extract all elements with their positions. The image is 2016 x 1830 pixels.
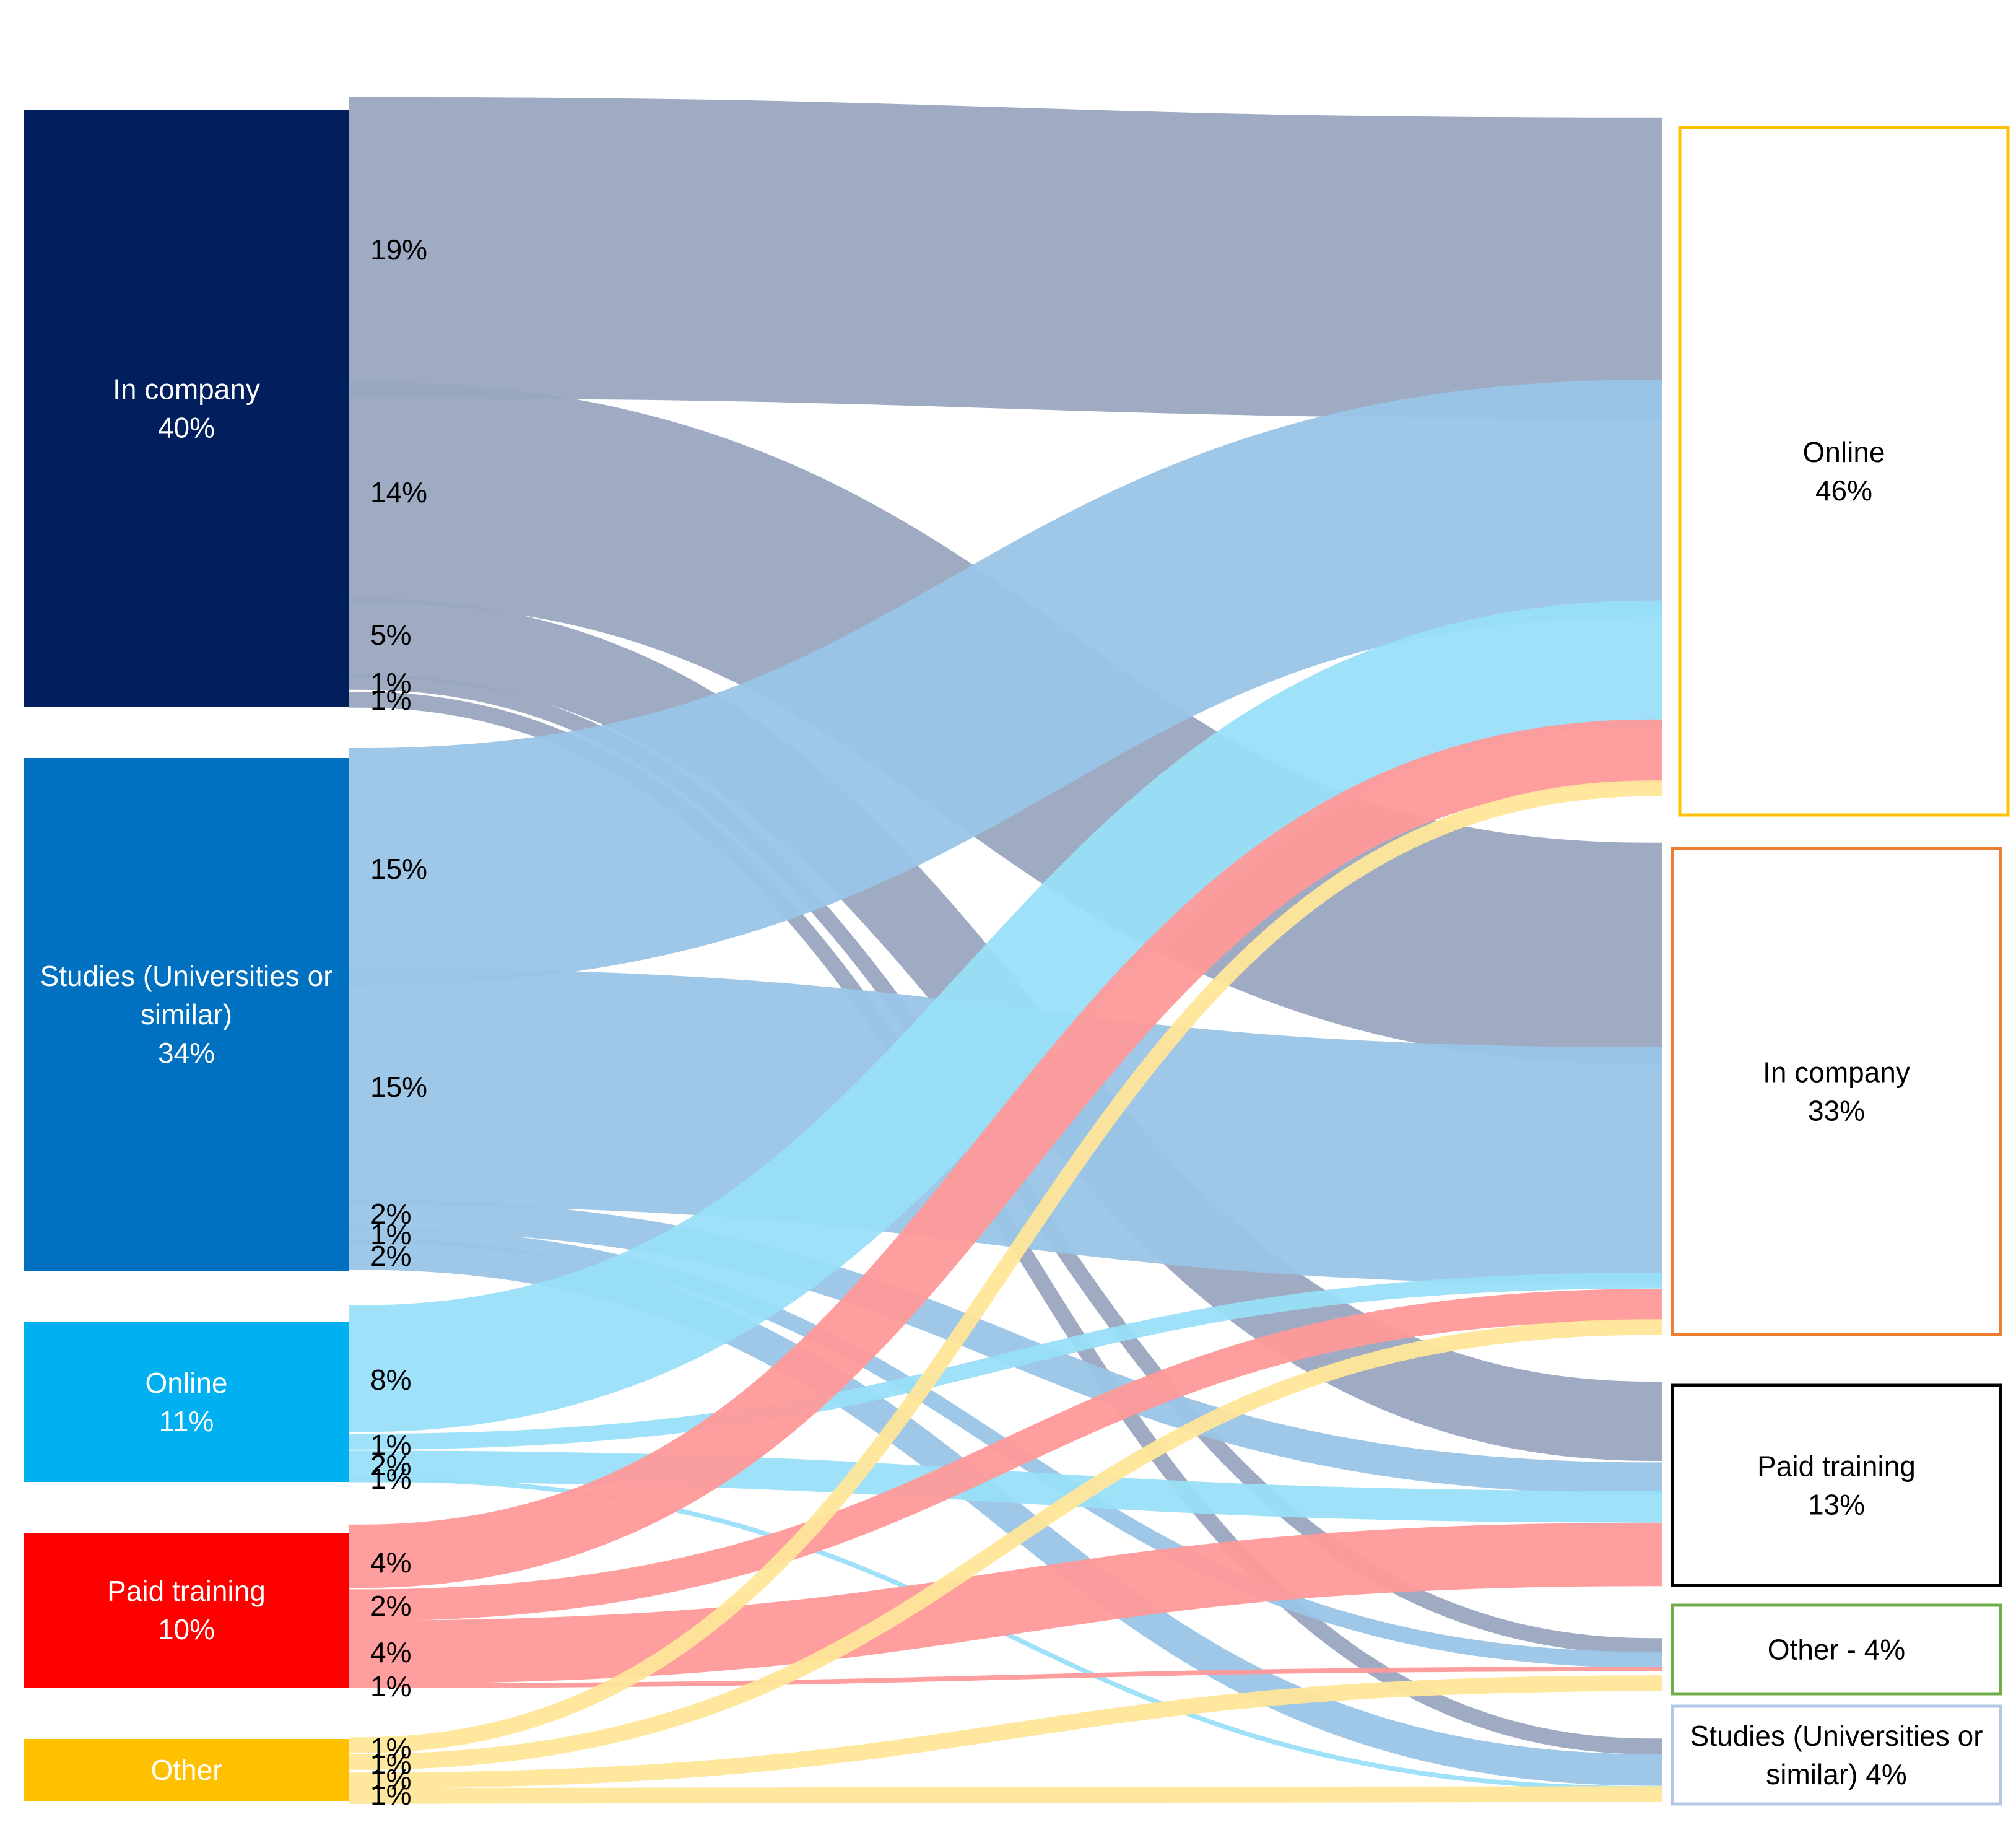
target-label-paid-training: Paid training bbox=[1757, 1450, 1916, 1483]
flow-other-to-online bbox=[349, 780, 1662, 1753]
source-label-studies: Studies (Universities or bbox=[40, 960, 333, 992]
source-label-studies: similar) bbox=[141, 998, 232, 1030]
flow-label: 2% bbox=[370, 1449, 411, 1481]
target-label-paid-training: 13% bbox=[1808, 1489, 1865, 1521]
flow-label: 5% bbox=[370, 619, 411, 651]
flow-label: 15% bbox=[370, 1071, 427, 1103]
flow-other-to-other bbox=[349, 1675, 1662, 1789]
source-node-online bbox=[24, 1322, 349, 1482]
target-label-in-company: 33% bbox=[1808, 1095, 1865, 1127]
target-node-in-company bbox=[1671, 847, 2002, 1336]
target-label-online: 46% bbox=[1815, 474, 1872, 507]
flow-other-to-in-company bbox=[349, 1319, 1662, 1770]
source-label-in-company: In company bbox=[113, 373, 260, 406]
flow-other-to-studies bbox=[349, 1786, 1662, 1804]
source-label-paid-training: 10% bbox=[158, 1613, 215, 1645]
flow-label: 1% bbox=[370, 1763, 411, 1795]
flow-label: 2% bbox=[370, 1198, 411, 1230]
source-label-paid-training: Paid training bbox=[107, 1575, 266, 1607]
flow-label: 1% bbox=[370, 1748, 411, 1780]
target-label-other: Other - 4% bbox=[1768, 1634, 1905, 1666]
flows-layer bbox=[349, 97, 1662, 1804]
target-label-studies: Studies (Universities or bbox=[1690, 1720, 1983, 1752]
flow-label: 2% bbox=[370, 1240, 411, 1272]
flow-label: 1% bbox=[370, 1670, 411, 1702]
flow-label: 4% bbox=[370, 1546, 411, 1579]
flow-label: 1% bbox=[370, 667, 411, 699]
flow-label: 1% bbox=[370, 1429, 411, 1461]
flow-label: 14% bbox=[370, 476, 427, 508]
source-node-other bbox=[24, 1739, 349, 1801]
flow-studies-to-online bbox=[349, 380, 1662, 986]
target-node-paid-training bbox=[1671, 1383, 2002, 1587]
flow-label: 19% bbox=[370, 233, 427, 266]
source-node-in-company bbox=[24, 110, 349, 707]
flow-label: 1% bbox=[370, 1463, 411, 1495]
flow-label: 1% bbox=[370, 684, 411, 716]
flow-label: 1% bbox=[370, 1732, 411, 1764]
flow-label: 8% bbox=[370, 1364, 411, 1396]
flow-label: 15% bbox=[370, 853, 427, 885]
target-node-studies bbox=[1671, 1704, 2002, 1806]
flow-in-company-to-online bbox=[349, 97, 1662, 419]
nodes-layer bbox=[24, 110, 2010, 1806]
flow-label: 4% bbox=[370, 1636, 411, 1668]
flow-label: 2% bbox=[370, 1590, 411, 1622]
flow-online-to-online bbox=[349, 600, 1662, 1432]
target-node-online bbox=[1678, 126, 2010, 817]
target-node-other bbox=[1671, 1603, 2002, 1696]
flow-label: 1% bbox=[370, 1218, 411, 1250]
target-label-in-company: In company bbox=[1763, 1057, 1910, 1089]
flow-paid-training-to-other bbox=[349, 1667, 1662, 1688]
flow-paid-training-to-paid-training bbox=[349, 1522, 1662, 1684]
source-label-online: 11% bbox=[159, 1405, 214, 1437]
flow-label: 1% bbox=[370, 1779, 411, 1811]
flow-studies-to-paid-training bbox=[349, 1199, 1662, 1494]
source-label-in-company: 40% bbox=[158, 412, 215, 444]
target-label-online: Online bbox=[1803, 436, 1885, 468]
labels-layer: 19%14%5%1%1%15%15%2%1%2%8%1%2%1%4%2%4%1%… bbox=[40, 233, 1983, 1811]
source-label-other: Other bbox=[150, 1754, 222, 1786]
source-node-studies bbox=[24, 758, 349, 1271]
target-label-studies: similar) 4% bbox=[1766, 1758, 1906, 1790]
source-label-online: Online bbox=[146, 1367, 228, 1399]
flow-paid-training-to-in-company bbox=[349, 1289, 1662, 1621]
flow-online-to-paid-training bbox=[349, 1450, 1662, 1523]
flow-online-to-in-company bbox=[349, 1273, 1662, 1450]
flow-paid-training-to-online bbox=[349, 719, 1662, 1588]
source-node-paid-training bbox=[24, 1533, 349, 1688]
source-label-studies: 34% bbox=[158, 1037, 215, 1069]
